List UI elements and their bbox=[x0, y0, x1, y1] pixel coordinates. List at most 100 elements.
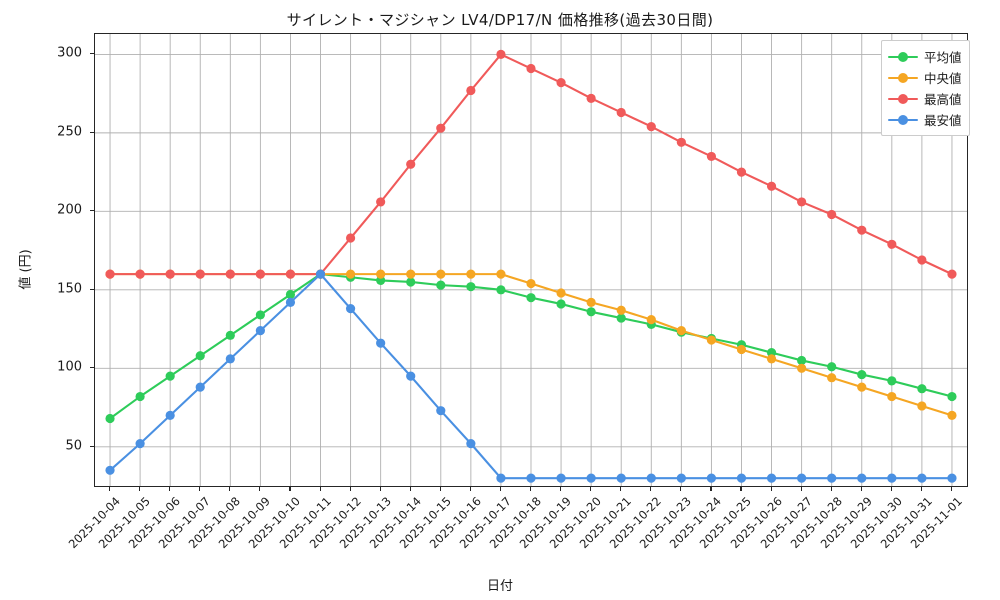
data-point-marker bbox=[586, 93, 596, 103]
data-point-marker bbox=[887, 376, 897, 386]
x-tick-mark bbox=[259, 487, 261, 491]
data-point-marker bbox=[466, 282, 476, 292]
data-point-marker bbox=[706, 335, 717, 345]
legend-label: 最安値 bbox=[924, 113, 962, 128]
x-tick-mark bbox=[740, 487, 742, 491]
x-tick-mark bbox=[560, 487, 562, 491]
data-point-marker bbox=[797, 473, 807, 483]
data-point-marker bbox=[496, 269, 506, 279]
x-tick-mark bbox=[680, 487, 682, 491]
legend-item[interactable]: 平均値 bbox=[888, 46, 962, 67]
data-point-marker bbox=[736, 167, 747, 177]
x-tick-mark bbox=[349, 487, 351, 491]
data-point-marker bbox=[165, 371, 175, 381]
x-tick-mark bbox=[830, 487, 832, 491]
data-point-marker bbox=[706, 473, 717, 483]
data-point-marker bbox=[526, 293, 536, 303]
data-point-marker bbox=[135, 269, 145, 279]
data-point-marker bbox=[285, 289, 296, 300]
data-point-marker bbox=[947, 473, 957, 483]
data-point-marker bbox=[646, 315, 656, 325]
legend-swatch-icon bbox=[888, 71, 918, 85]
data-point-marker bbox=[165, 269, 175, 279]
data-point-marker bbox=[586, 307, 596, 317]
x-tick-mark bbox=[289, 487, 291, 491]
chart-title: サイレント・マジシャン LV4/DP17/N 価格推移(過去30日間) bbox=[286, 11, 714, 29]
data-point-marker bbox=[857, 369, 867, 380]
legend-item[interactable]: 最安値 bbox=[888, 109, 962, 130]
x-tick-mark bbox=[890, 487, 892, 491]
data-point-marker bbox=[436, 123, 446, 133]
data-point-marker bbox=[526, 278, 536, 289]
chart-legend: 平均値中央値 最高値最安値 bbox=[881, 40, 970, 136]
y-tick-label: 300 bbox=[57, 45, 82, 61]
data-point-marker bbox=[797, 363, 807, 373]
data-point-marker bbox=[345, 269, 356, 279]
x-tick-mark bbox=[109, 487, 111, 491]
x-tick-mark bbox=[139, 487, 141, 491]
data-point-marker bbox=[917, 384, 927, 394]
data-point-marker bbox=[556, 288, 566, 298]
x-tick-mark bbox=[950, 487, 953, 491]
legend-item[interactable]: 最高値 bbox=[888, 88, 962, 109]
data-point-marker bbox=[105, 269, 115, 279]
x-tick-mark bbox=[620, 487, 622, 491]
x-tick-mark bbox=[229, 487, 231, 491]
data-point-marker bbox=[887, 473, 897, 483]
legend-label: 平均値 bbox=[924, 50, 962, 65]
data-point-marker bbox=[857, 473, 867, 483]
x-tick-mark bbox=[770, 487, 772, 491]
data-point-marker bbox=[496, 285, 506, 295]
data-point-marker bbox=[616, 305, 626, 315]
data-point-marker bbox=[345, 304, 356, 314]
data-point-marker bbox=[255, 269, 265, 279]
data-point-marker bbox=[857, 382, 867, 392]
data-point-marker bbox=[646, 121, 656, 132]
data-point-marker bbox=[887, 391, 897, 402]
x-axis-label: 日付 bbox=[486, 579, 513, 594]
data-point-marker bbox=[496, 49, 506, 60]
data-point-marker bbox=[105, 465, 115, 475]
data-point-marker bbox=[285, 269, 296, 279]
data-point-marker bbox=[857, 225, 867, 235]
data-point-marker bbox=[586, 297, 596, 307]
series-lines bbox=[105, 49, 957, 483]
data-point-marker bbox=[225, 354, 235, 364]
data-point-marker bbox=[436, 406, 446, 416]
data-point-marker bbox=[736, 344, 747, 355]
x-tick-mark bbox=[469, 487, 471, 491]
data-point-marker bbox=[195, 382, 205, 392]
data-point-marker bbox=[466, 85, 476, 96]
data-point-marker bbox=[917, 473, 927, 483]
data-point-marker bbox=[586, 473, 596, 483]
data-point-marker bbox=[225, 269, 235, 279]
y-tick-label: 250 bbox=[57, 124, 82, 140]
legend-swatch-icon bbox=[888, 50, 918, 64]
x-tick-mark bbox=[590, 487, 592, 491]
data-point-marker bbox=[616, 473, 626, 483]
data-point-marker bbox=[676, 326, 686, 336]
data-point-marker bbox=[255, 310, 265, 320]
data-point-marker bbox=[135, 439, 145, 449]
data-point-marker bbox=[135, 391, 145, 402]
data-point-marker bbox=[556, 78, 566, 88]
data-point-marker bbox=[646, 473, 656, 483]
y-axis-label: 値 (円) bbox=[18, 249, 34, 290]
x-tick-mark bbox=[920, 487, 922, 491]
x-tick-mark bbox=[499, 487, 502, 491]
data-point-marker bbox=[676, 137, 686, 147]
data-point-marker bbox=[706, 151, 717, 162]
y-tick-label: 50 bbox=[65, 438, 82, 454]
x-tick-mark bbox=[379, 487, 381, 491]
data-point-marker bbox=[797, 197, 807, 207]
x-tick-mark bbox=[199, 487, 201, 491]
data-point-marker bbox=[406, 159, 416, 169]
x-tick-mark bbox=[409, 487, 411, 491]
legend-item[interactable]: 中央値 bbox=[888, 67, 962, 88]
data-point-marker bbox=[797, 355, 807, 366]
data-point-marker bbox=[376, 197, 386, 207]
data-point-marker bbox=[195, 351, 205, 361]
data-point-marker bbox=[887, 239, 897, 249]
data-point-marker bbox=[376, 338, 386, 348]
y-tick-label: 100 bbox=[57, 359, 82, 375]
